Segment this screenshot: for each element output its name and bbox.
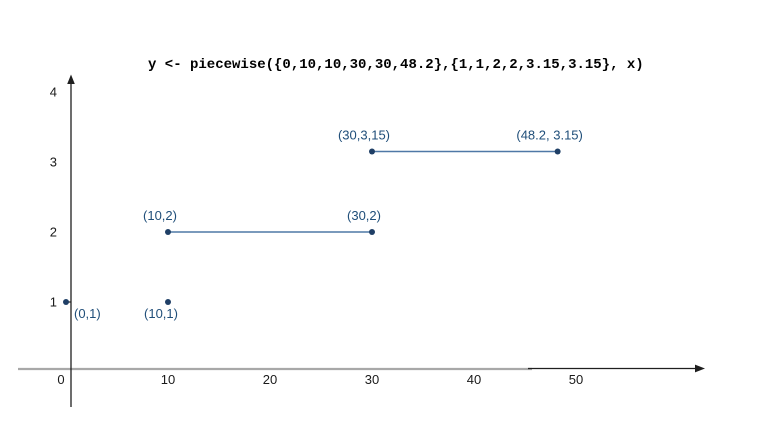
x-tick-label: 0 <box>57 372 64 387</box>
point-label: (10,2) <box>143 208 177 223</box>
x-tick-label: 10 <box>161 372 175 387</box>
data-point-dot <box>554 148 561 155</box>
y-axis-arrowhead <box>67 74 75 84</box>
data-point-dot <box>165 299 171 305</box>
y-tick-label: 4 <box>50 85 57 100</box>
point-label: (0,1) <box>74 306 101 321</box>
point-label: (30,3,15) <box>338 128 390 143</box>
y-tick-label: 2 <box>50 225 57 240</box>
point-label: (48.2, 3.15) <box>516 128 583 143</box>
x-tick-label: 20 <box>263 372 277 387</box>
point-label: (10,1) <box>144 306 178 321</box>
x-tick-label: 40 <box>467 372 481 387</box>
y-tick-label: 3 <box>50 155 57 170</box>
data-point-dot <box>165 229 171 235</box>
plot-title: y <- piecewise({0,10,10,30,30,48.2},{1,1… <box>148 57 644 73</box>
x-axis-arrowhead <box>695 364 705 373</box>
y-tick-label: 1 <box>50 295 57 310</box>
point-label: (30,2) <box>347 208 381 223</box>
x-tick-label: 50 <box>569 372 583 387</box>
x-tick-label: 30 <box>365 372 379 387</box>
data-point-dot <box>63 299 69 305</box>
data-point-dot <box>369 229 375 235</box>
data-point-dot <box>369 148 375 155</box>
